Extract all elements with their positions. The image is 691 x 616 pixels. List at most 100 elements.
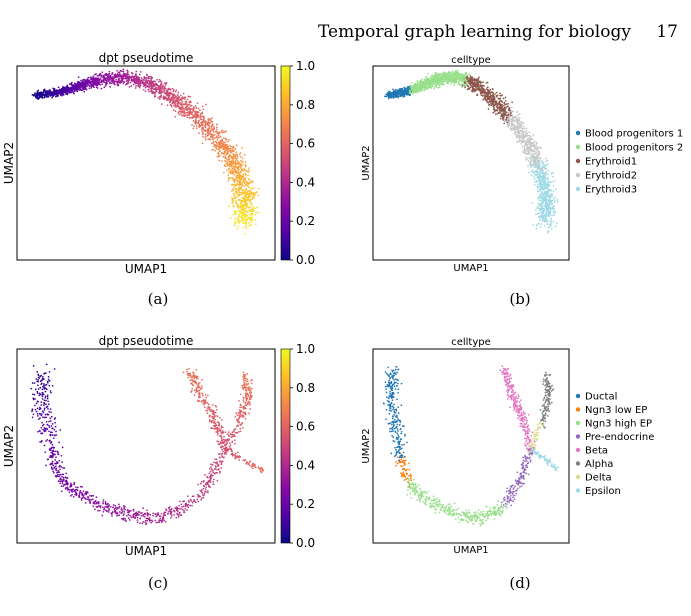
scatter-point [111, 76, 114, 79]
scatter-point [163, 95, 165, 98]
scatter-point [96, 74, 99, 77]
scatter-point [249, 224, 252, 226]
scatter-point [231, 168, 233, 171]
scatter-point [214, 130, 217, 133]
scatter-point [50, 91, 52, 93]
scatter-point [189, 108, 192, 110]
scatter-point [240, 212, 242, 215]
scatter-point [239, 151, 242, 154]
scatter-point [234, 183, 236, 186]
scatter-point [534, 147, 536, 149]
scatter-point [394, 88, 397, 91]
scatter-point [119, 80, 122, 82]
panel-a-xlabel: UMAP1 [125, 262, 167, 276]
scatter-point [232, 213, 235, 216]
scatter-point [149, 88, 152, 90]
scatter-point [248, 167, 250, 169]
scatter-point [211, 142, 213, 144]
scatter-point [243, 181, 246, 184]
scatter-point [174, 103, 177, 106]
scatter-point [240, 200, 243, 203]
scatter-point [516, 141, 518, 144]
scatter-point [146, 80, 149, 83]
scatter-point [230, 190, 233, 192]
scatter-point [201, 142, 204, 145]
scatter-point [80, 89, 83, 91]
panel-a: dpt pseudotime UMAP1 UMAP2 0.00.20.40.60… [2, 51, 315, 276]
scatter-point [547, 163, 549, 166]
scatter-point [229, 172, 232, 175]
scatter-point [540, 170, 542, 172]
scatter-point [385, 93, 388, 96]
scatter-point [108, 70, 111, 73]
scatter-point [79, 84, 82, 87]
scatter-point [227, 174, 230, 177]
scatter-point [549, 181, 552, 184]
scatter-point [199, 125, 202, 128]
scatter-point [100, 76, 102, 78]
scatter-point [409, 90, 412, 93]
scatter-point [96, 87, 99, 89]
scatter-point [543, 215, 545, 217]
scatter-point [224, 157, 226, 160]
scatter-point [243, 153, 246, 156]
scatter-point [119, 82, 122, 84]
scatter-point [162, 84, 165, 87]
scatter-point [120, 74, 122, 77]
scatter-point [167, 99, 169, 102]
scatter-point [205, 135, 207, 138]
scatter-point [492, 111, 495, 114]
scatter-point [117, 78, 120, 81]
scatter-point [241, 199, 244, 202]
scatter-point [438, 83, 441, 86]
scatter-point [190, 110, 192, 113]
scatter-point [183, 96, 186, 99]
scatter-point [207, 138, 210, 140]
scatter-point [234, 211, 237, 213]
scatter-point [518, 140, 520, 142]
scatter-point [420, 78, 423, 81]
scatter-point [178, 110, 181, 113]
scatter-point [117, 84, 120, 87]
scatter-point [131, 75, 134, 78]
scatter-point [138, 79, 141, 82]
scatter-point [239, 174, 241, 177]
scatter-point [160, 91, 162, 93]
scatter-point [499, 92, 501, 95]
scatter-point [158, 95, 161, 98]
scatter-point [128, 79, 131, 81]
scatter-point [99, 72, 102, 75]
scatter-point [386, 92, 389, 94]
scatter-point [544, 185, 546, 188]
scatter-point [539, 219, 541, 222]
scatter-point [248, 195, 251, 198]
scatter-point [233, 174, 235, 176]
scatter-point [526, 153, 529, 156]
scatter-point [40, 95, 43, 98]
scatter-point [193, 107, 195, 109]
scatter-point [242, 161, 244, 164]
scatter-point [116, 69, 118, 72]
scatter-point [508, 121, 511, 124]
scatter-point [75, 86, 78, 89]
scatter-point [68, 83, 71, 86]
scatter-point [506, 103, 508, 105]
scatter-point [83, 83, 86, 86]
scatter-point [227, 155, 230, 158]
scatter-point [518, 130, 520, 133]
scatter-point [246, 196, 249, 199]
scatter-point [242, 169, 245, 172]
scatter-point [543, 172, 545, 174]
scatter-point [197, 115, 200, 118]
scatter-point [219, 135, 222, 138]
scatter-point [468, 82, 471, 85]
scatter-point [442, 80, 445, 83]
scatter-point [501, 111, 504, 114]
scatter-point [423, 78, 426, 81]
scatter-point [139, 84, 142, 87]
scatter-point [232, 150, 235, 153]
scatter-point [94, 81, 97, 84]
scatter-point [495, 101, 497, 104]
scatter-point [201, 121, 204, 124]
scatter-point [185, 102, 187, 105]
